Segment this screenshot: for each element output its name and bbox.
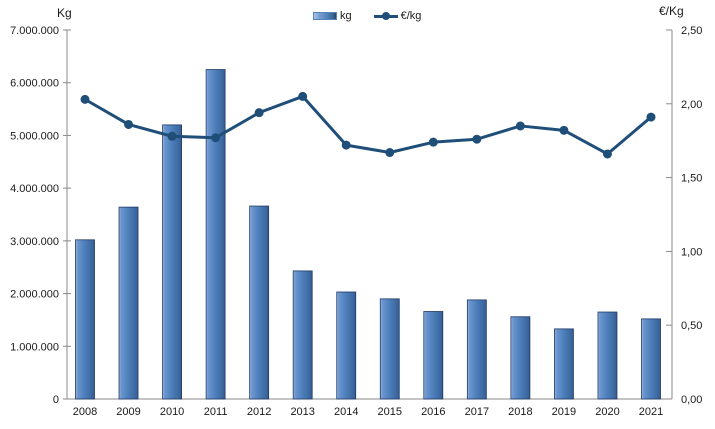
x-axis-label-2016: 2016 xyxy=(421,406,445,418)
bar-2019 xyxy=(554,328,574,400)
right-axis-title: €/Kg xyxy=(659,4,684,18)
line-marker-2018 xyxy=(515,121,525,131)
left-axis-tick-label: 7.000.000 xyxy=(10,25,59,37)
left-axis-tick-label: 5.000.000 xyxy=(10,130,59,142)
right-axis-tick-label: 0,50 xyxy=(681,320,702,332)
x-axis-label-2011: 2011 xyxy=(204,406,228,418)
right-axis-tick-label: 1,00 xyxy=(681,246,702,258)
line-marker-2009 xyxy=(124,119,134,129)
x-axis-label-2018: 2018 xyxy=(508,406,532,418)
line-marker-2019 xyxy=(559,125,569,135)
right-axis-tick-label: 0,00 xyxy=(681,394,702,406)
left-axis-tick-label: 6.000.000 xyxy=(10,78,59,90)
left-axis-tick-label: 0 xyxy=(53,394,59,406)
line-series-swatch-icon xyxy=(373,12,398,21)
x-axis-label-2009: 2009 xyxy=(116,406,140,418)
line-marker-2015 xyxy=(385,148,395,158)
right-axis-tick-label: 1,50 xyxy=(681,173,702,185)
line-marker-2010 xyxy=(167,131,177,141)
line-marker-2014 xyxy=(341,140,351,150)
legend-label-kg: kg xyxy=(340,10,352,22)
x-axis-label-2012: 2012 xyxy=(247,406,271,418)
x-axis-label-2013: 2013 xyxy=(290,406,314,418)
x-axis-label-2021: 2021 xyxy=(639,406,663,418)
bar-2010 xyxy=(162,124,182,400)
left-axis-tick-label: 1.000.000 xyxy=(10,341,59,353)
left-axis-tick-label: 4.000.000 xyxy=(10,183,59,195)
x-axis-label-2017: 2017 xyxy=(465,406,489,418)
bar-2018 xyxy=(510,316,531,400)
bar-2020 xyxy=(597,311,618,400)
bar-2017 xyxy=(466,299,487,400)
x-axis-label-2014: 2014 xyxy=(334,406,358,418)
bar-series-swatch-icon xyxy=(313,12,337,20)
bar-2014 xyxy=(336,291,357,400)
legend-item-eur-per-kg: €/kg xyxy=(373,10,422,22)
chart-legend: kg €/kg xyxy=(313,10,421,22)
price-line xyxy=(83,94,653,156)
x-axis-label-2019: 2019 xyxy=(552,406,576,418)
bar-2013 xyxy=(292,270,313,400)
line-marker-2016 xyxy=(428,137,438,147)
line-marker-2021 xyxy=(646,112,656,122)
bar-2008 xyxy=(75,239,95,400)
line-marker-2013 xyxy=(298,91,308,101)
right-axis-tick-label: 2,00 xyxy=(681,99,702,111)
line-marker-2008 xyxy=(80,94,90,104)
bar-2021 xyxy=(641,318,661,400)
x-axis-label-2020: 2020 xyxy=(595,406,619,418)
bar-2012 xyxy=(249,205,270,400)
legend-item-kg: kg xyxy=(313,10,352,22)
bar-2009 xyxy=(118,206,139,400)
right-axis-tick-label: 2,50 xyxy=(681,25,702,37)
bar-2011 xyxy=(205,69,226,400)
line-marker-2020 xyxy=(602,149,612,159)
x-axis-label-2008: 2008 xyxy=(73,406,97,418)
left-axis-title: Kg xyxy=(57,6,72,20)
left-axis-tick-label: 2.000.000 xyxy=(10,289,59,301)
x-axis-label-2010: 2010 xyxy=(160,406,184,418)
legend-label-eur-per-kg: €/kg xyxy=(400,10,422,22)
line-marker-2017 xyxy=(472,134,482,144)
left-axis-tick-label: 3.000.000 xyxy=(10,236,59,248)
line-marker-2011 xyxy=(211,133,221,143)
bar-2016 xyxy=(423,311,444,400)
bar-2015 xyxy=(379,298,400,400)
line-marker-2012 xyxy=(254,108,264,118)
x-axis-label-2015: 2015 xyxy=(378,406,402,418)
